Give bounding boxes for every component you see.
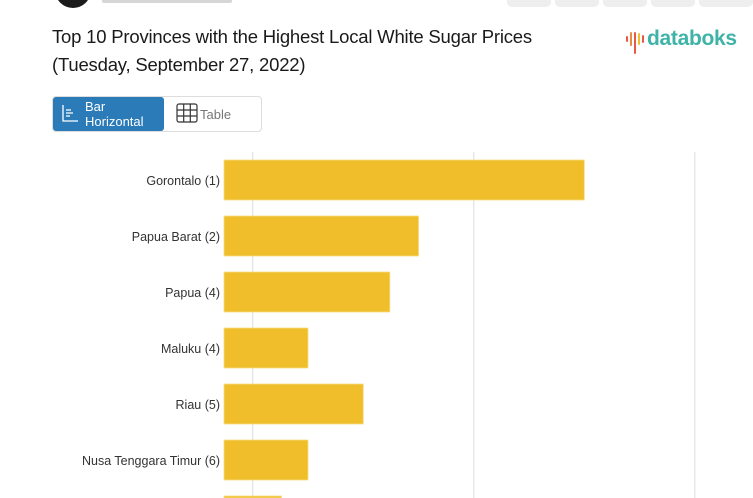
category-label: Papua (4) — [165, 286, 220, 300]
bar[interactable] — [223, 327, 309, 369]
databoks-logo: databoks — [626, 24, 737, 54]
bar[interactable] — [223, 495, 282, 498]
view-toggle: Bar Horizontal Table — [52, 96, 262, 132]
share-button[interactable] — [699, 0, 753, 7]
bar[interactable] — [223, 271, 391, 313]
bar-chart-icon — [61, 104, 79, 125]
share-button[interactable] — [651, 0, 695, 7]
table-button[interactable]: Table — [164, 97, 239, 131]
title-line-1: Top 10 Provinces with the Highest Local … — [52, 26, 532, 47]
bar[interactable] — [223, 215, 419, 257]
title-line-2: (Tuesday, September 27, 2022) — [52, 54, 306, 75]
bar[interactable] — [223, 159, 585, 201]
publish-date-clipped — [102, 0, 232, 3]
author-avatar — [55, 0, 91, 8]
share-button[interactable] — [555, 0, 599, 7]
table-label: Table — [200, 106, 232, 122]
category-label: Gorontalo (1) — [146, 174, 220, 188]
bar-horizontal-label: Bar Horizontal — [85, 99, 144, 129]
logo-bars-icon — [626, 24, 644, 54]
chart-title: Top 10 Provinces with the Highest Local … — [52, 23, 532, 79]
category-label: Papua Barat (2) — [132, 230, 220, 244]
bar[interactable] — [223, 383, 364, 425]
category-label: Nusa Tenggara Timur (6) — [82, 454, 220, 468]
bar-chart: Gorontalo (1) Papua Barat (2) Papua (4) Mal… — [82, 152, 696, 498]
category-label: Maluku (4) — [161, 342, 220, 356]
bar[interactable] — [223, 439, 309, 481]
table-grid-icon — [176, 102, 198, 126]
category-label: Riau (5) — [176, 398, 220, 412]
logo-text: databoks — [647, 27, 737, 50]
bar-horizontal-button[interactable]: Bar Horizontal — [53, 97, 164, 131]
share-button[interactable] — [507, 0, 551, 7]
share-button[interactable] — [603, 0, 647, 7]
